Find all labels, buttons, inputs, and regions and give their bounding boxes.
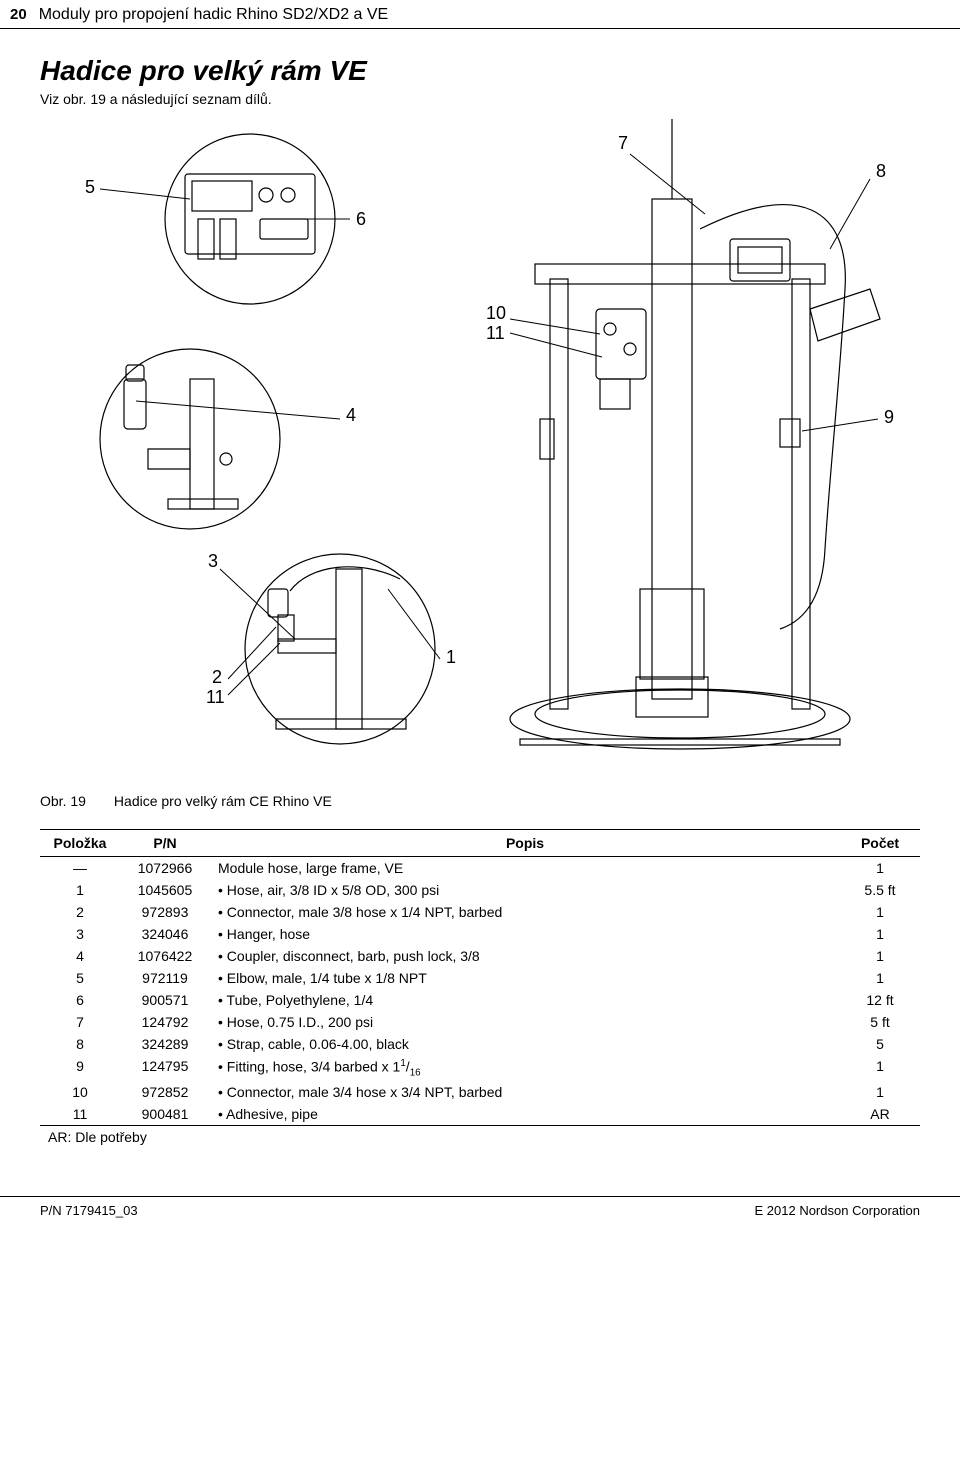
cell-item: 10: [40, 1081, 120, 1103]
parts-table: Položka P/N Popis Počet —1072966Module h…: [40, 829, 920, 1126]
callout-2: 2: [212, 667, 222, 687]
cell-item: 4: [40, 945, 120, 967]
cell-qty: 1: [840, 923, 920, 945]
section-subtitle: Viz obr. 19 a následující seznam dílů.: [40, 91, 920, 107]
figure: 5 6 7 8 10 11 4 9 3 2 11 1: [40, 119, 920, 779]
cell-pn: 124795: [120, 1055, 210, 1081]
cell-item: 1: [40, 879, 120, 901]
cell-pn: 324289: [120, 1033, 210, 1055]
cell-desc: • Adhesive, pipe: [210, 1103, 840, 1126]
figure-caption: Obr. 19 Hadice pro velký rám CE Rhino VE: [40, 793, 920, 809]
page-content: Hadice pro velký rám VE Viz obr. 19 a ná…: [0, 29, 960, 1158]
th-pn: P/N: [120, 830, 210, 857]
cell-desc: • Strap, cable, 0.06-4.00, black: [210, 1033, 840, 1055]
cell-desc: • Hose, 0.75 I.D., 200 psi: [210, 1011, 840, 1033]
table-row: 6900571• Tube, Polyethylene, 1/412 ft: [40, 989, 920, 1011]
th-qty: Počet: [840, 830, 920, 857]
cell-item: 8: [40, 1033, 120, 1055]
page-number: 20: [10, 6, 27, 23]
cell-desc: Module hose, large frame, VE: [210, 857, 840, 880]
cell-qty: 1: [840, 901, 920, 923]
cell-item: 9: [40, 1055, 120, 1081]
cell-qty: 1: [840, 857, 920, 880]
cell-pn: 900571: [120, 989, 210, 1011]
cell-pn: 972119: [120, 967, 210, 989]
cell-pn: 1072966: [120, 857, 210, 880]
cell-pn: 972893: [120, 901, 210, 923]
callout-11b: 11: [206, 687, 225, 707]
cell-pn: 972852: [120, 1081, 210, 1103]
cell-desc: • Elbow, male, 1/4 tube x 1/8 NPT: [210, 967, 840, 989]
page-footer: P/N 7179415_03 E 2012 Nordson Corporatio…: [0, 1196, 960, 1230]
technical-diagram: 5 6 7 8 10 11 4 9 3 2 11 1: [40, 119, 920, 779]
cell-qty: 1: [840, 945, 920, 967]
table-row: 7124792• Hose, 0.75 I.D., 200 psi5 ft: [40, 1011, 920, 1033]
callout-10: 10: [486, 303, 506, 323]
cell-desc: • Coupler, disconnect, barb, push lock, …: [210, 945, 840, 967]
callout-11a: 11: [486, 323, 505, 343]
cell-qty: 1: [840, 1055, 920, 1081]
cell-qty: 5.5 ft: [840, 879, 920, 901]
footer-right: E 2012 Nordson Corporation: [755, 1203, 921, 1218]
cell-desc: • Hose, air, 3/8 ID x 5/8 OD, 300 psi: [210, 879, 840, 901]
cell-qty: 1: [840, 1081, 920, 1103]
table-legend: AR: Dle potřeby: [40, 1126, 920, 1148]
callout-6: 6: [356, 209, 366, 229]
cell-item: 3: [40, 923, 120, 945]
cell-qty: 12 ft: [840, 989, 920, 1011]
callout-9: 9: [884, 407, 894, 427]
table-row: 10972852• Connector, male 3/4 hose x 3/4…: [40, 1081, 920, 1103]
table-row: 41076422• Coupler, disconnect, barb, pus…: [40, 945, 920, 967]
cell-pn: 900481: [120, 1103, 210, 1126]
callout-7: 7: [618, 133, 628, 153]
cell-desc: • Hanger, hose: [210, 923, 840, 945]
table-row: 11045605• Hose, air, 3/8 ID x 5/8 OD, 30…: [40, 879, 920, 901]
cell-item: 5: [40, 967, 120, 989]
table-row: 2972893• Connector, male 3/8 hose x 1/4 …: [40, 901, 920, 923]
cell-qty: 1: [840, 967, 920, 989]
page-header: 20 Moduly pro propojení hadic Rhino SD2/…: [0, 0, 960, 29]
table-row: 3324046• Hanger, hose1: [40, 923, 920, 945]
cell-desc: • Fitting, hose, 3/4 barbed x 11/16: [210, 1055, 840, 1081]
th-item: Položka: [40, 830, 120, 857]
footer-left: P/N 7179415_03: [40, 1203, 138, 1218]
table-row: 11900481• Adhesive, pipeAR: [40, 1103, 920, 1126]
caption-text: Hadice pro velký rám CE Rhino VE: [114, 793, 332, 809]
th-desc: Popis: [210, 830, 840, 857]
callout-5: 5: [85, 177, 95, 197]
callout-8: 8: [876, 161, 886, 181]
cell-item: —: [40, 857, 120, 880]
cell-item: 2: [40, 901, 120, 923]
callout-4: 4: [346, 405, 356, 425]
cell-desc: • Connector, male 3/4 hose x 3/4 NPT, ba…: [210, 1081, 840, 1103]
cell-desc: • Connector, male 3/8 hose x 1/4 NPT, ba…: [210, 901, 840, 923]
cell-qty: 5 ft: [840, 1011, 920, 1033]
cell-qty: 5: [840, 1033, 920, 1055]
cell-pn: 1076422: [120, 945, 210, 967]
cell-pn: 324046: [120, 923, 210, 945]
callout-3: 3: [208, 551, 218, 571]
cell-item: 6: [40, 989, 120, 1011]
callout-1: 1: [446, 647, 456, 667]
cell-item: 11: [40, 1103, 120, 1126]
cell-desc: • Tube, Polyethylene, 1/4: [210, 989, 840, 1011]
cell-pn: 124792: [120, 1011, 210, 1033]
cell-qty: AR: [840, 1103, 920, 1126]
section-title: Hadice pro velký rám VE: [40, 55, 920, 87]
table-row: 9124795• Fitting, hose, 3/4 barbed x 11/…: [40, 1055, 920, 1081]
table-row: —1072966Module hose, large frame, VE1: [40, 857, 920, 880]
doc-title: Moduly pro propojení hadic Rhino SD2/XD2…: [39, 6, 389, 24]
caption-label: Obr. 19: [40, 793, 86, 809]
table-row: 5972119• Elbow, male, 1/4 tube x 1/8 NPT…: [40, 967, 920, 989]
table-row: 8324289• Strap, cable, 0.06-4.00, black5: [40, 1033, 920, 1055]
cell-pn: 1045605: [120, 879, 210, 901]
cell-item: 7: [40, 1011, 120, 1033]
